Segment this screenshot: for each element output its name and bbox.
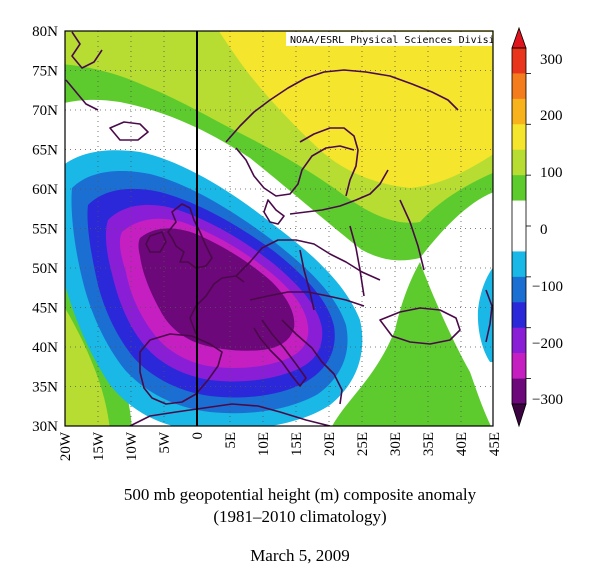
lat-label: 55N: [32, 222, 58, 238]
colorbar-swatch: [512, 98, 526, 125]
lat-label: 80N: [32, 24, 58, 40]
lat-label: 70N: [32, 103, 58, 119]
colorbar-swatch: [512, 124, 526, 151]
map-gridlines: [65, 31, 493, 426]
lon-label: 20W: [58, 431, 74, 461]
contour-positive-150: [218, 31, 493, 188]
colorbar-swatch: [512, 226, 526, 252]
colorbar-swatch: [512, 327, 526, 354]
caption-line-1: 500 mb geopotential height (m) composite…: [123, 485, 477, 504]
colorbar-label: −300: [532, 392, 563, 408]
colorbar-label: −100: [532, 279, 563, 295]
lon-label: 40E: [454, 432, 470, 456]
colorbar-swatch: [512, 251, 526, 278]
lat-label: 60N: [32, 182, 58, 198]
lat-label: 40N: [32, 340, 58, 356]
lon-label: 10E: [256, 432, 272, 456]
contour-negative-east: [477, 267, 493, 362]
lat-label: 35N: [32, 380, 58, 396]
lat-label: 65N: [32, 143, 58, 159]
caption-line-2: (1981–2010 climatology): [213, 507, 387, 526]
colorbar-swatch: [512, 378, 526, 405]
credit-box: [286, 32, 492, 46]
colorbar-label: 100: [540, 165, 563, 181]
colorbar-max-arrow: [511, 26, 527, 49]
colorbar-label: 200: [540, 108, 563, 124]
colorbar-swatch: [512, 175, 526, 201]
lon-label: 0: [190, 432, 206, 440]
colorbar-labels: 300 200 100 0 −100 −200 −300: [532, 52, 563, 408]
colorbar-label: 0: [540, 222, 548, 238]
lon-label: 20E: [322, 432, 338, 456]
lon-label: 5W: [157, 431, 173, 454]
lat-label: 45N: [32, 301, 58, 317]
lon-label: 15W: [91, 431, 107, 461]
lat-label: 30N: [32, 419, 58, 435]
lon-label: 35E: [421, 432, 437, 456]
colorbar-swatch: [512, 353, 526, 379]
colorbar-swatch: [512, 302, 526, 329]
colorbar-swatch: [512, 276, 526, 303]
colorbar-min-arrow: [511, 403, 527, 428]
anomaly-map: NOAA/ESRL Physical Sciences Division: [65, 31, 507, 426]
colorbar-swatch: [512, 48, 526, 74]
colorbar-swatch: [512, 200, 526, 227]
lon-label: 10W: [124, 431, 140, 461]
caption-date: March 5, 2009: [250, 546, 350, 565]
latitude-labels: 80N 75N 70N 65N 60N 55N 50N 45N 40N 35N …: [32, 24, 58, 435]
colorbar: [511, 26, 531, 428]
lon-label: 15E: [289, 432, 305, 456]
coastlines: [65, 31, 493, 426]
colorbar-label: −200: [532, 336, 563, 352]
lat-label: 75N: [32, 64, 58, 80]
contour-negative-300: [138, 228, 295, 351]
longitude-labels: 20W 15W 10W 5W 0 5E 10E 15E 20E 25E 30E …: [58, 431, 503, 461]
contour-positive-southeast: [332, 262, 491, 426]
lon-label: 45E: [487, 432, 503, 456]
colorbar-label: 300: [540, 52, 563, 68]
colorbar-swatch: [512, 149, 526, 176]
lon-label: 5E: [223, 432, 239, 449]
credit-text: NOAA/ESRL Physical Sciences Division: [290, 35, 507, 46]
lon-label: 30E: [388, 432, 404, 456]
lat-label: 50N: [32, 261, 58, 277]
colorbar-swatch: [512, 73, 526, 100]
lon-label: 25E: [355, 432, 371, 456]
map-frame: [64, 30, 494, 427]
